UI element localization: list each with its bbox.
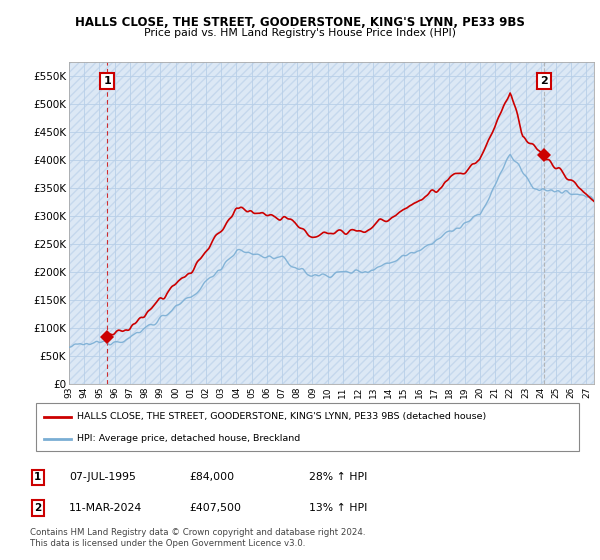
Text: 2: 2 bbox=[34, 503, 41, 513]
Text: HPI: Average price, detached house, Breckland: HPI: Average price, detached house, Brec… bbox=[77, 435, 300, 444]
Text: 28% ↑ HPI: 28% ↑ HPI bbox=[309, 472, 367, 482]
Text: Contains HM Land Registry data © Crown copyright and database right 2024.
This d: Contains HM Land Registry data © Crown c… bbox=[30, 528, 365, 548]
Text: HALLS CLOSE, THE STREET, GOODERSTONE, KING'S LYNN, PE33 9BS: HALLS CLOSE, THE STREET, GOODERSTONE, KI… bbox=[75, 16, 525, 29]
Text: £407,500: £407,500 bbox=[189, 503, 241, 513]
Text: HALLS CLOSE, THE STREET, GOODERSTONE, KING'S LYNN, PE33 9BS (detached house): HALLS CLOSE, THE STREET, GOODERSTONE, KI… bbox=[77, 412, 486, 421]
Text: 2: 2 bbox=[540, 76, 548, 86]
Text: Price paid vs. HM Land Registry's House Price Index (HPI): Price paid vs. HM Land Registry's House … bbox=[144, 28, 456, 38]
Text: 13% ↑ HPI: 13% ↑ HPI bbox=[309, 503, 367, 513]
Text: 11-MAR-2024: 11-MAR-2024 bbox=[69, 503, 142, 513]
Text: 1: 1 bbox=[103, 76, 111, 86]
Text: 1: 1 bbox=[34, 472, 41, 482]
Text: 07-JUL-1995: 07-JUL-1995 bbox=[69, 472, 136, 482]
Text: £84,000: £84,000 bbox=[189, 472, 234, 482]
